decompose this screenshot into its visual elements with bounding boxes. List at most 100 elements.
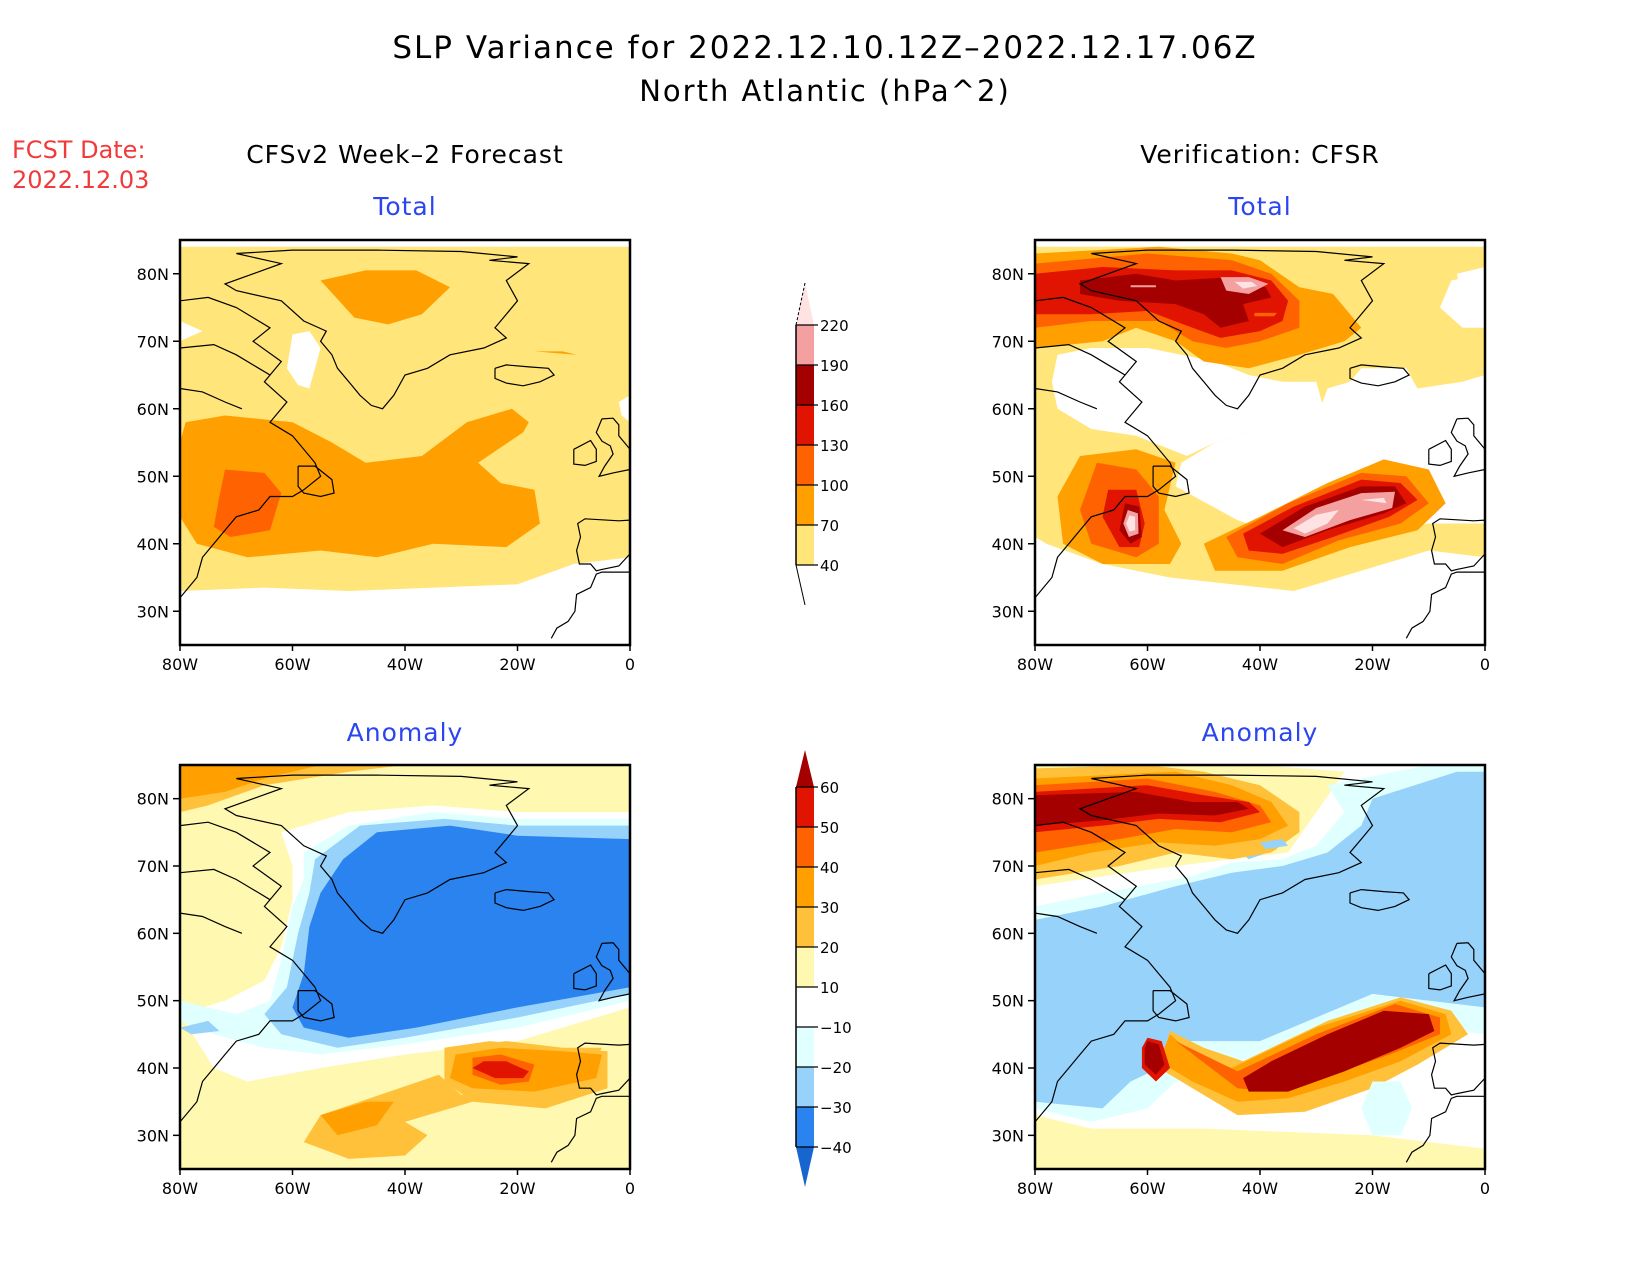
coastline <box>575 1042 630 1096</box>
colorbar-swatch <box>796 987 814 1027</box>
y-tick-label: 40N <box>137 1059 169 1078</box>
y-tick-label: 80N <box>137 790 169 809</box>
coastline <box>1078 249 1386 410</box>
colorbar-swatch <box>796 525 814 565</box>
contour-region-level-7 <box>1126 515 1136 532</box>
panel-title-forecast-anomaly: Anomaly <box>346 718 464 747</box>
x-tick-label: 80W <box>162 1179 198 1198</box>
forecast-date-value: 2022.12.03 <box>12 166 150 194</box>
coastline <box>1035 868 1126 901</box>
coastline <box>573 439 597 467</box>
y-tick-label: 30N <box>137 602 169 621</box>
y-tick-label: 40N <box>137 535 169 554</box>
coastline <box>1349 364 1411 387</box>
contour-region-level-10 <box>1243 1010 1435 1092</box>
contour-region-level-0 <box>1456 267 1485 301</box>
coastline <box>297 465 335 498</box>
colorbar-label: −20 <box>820 1059 852 1077</box>
y-tick-label: 30N <box>992 602 1024 621</box>
contour-region-level-7 <box>320 1101 394 1136</box>
coastline <box>223 774 531 934</box>
contour-region-level-0 <box>180 321 203 342</box>
x-tick-label: 20W <box>1354 1179 1390 1198</box>
colorbar-swatch <box>796 1067 814 1107</box>
contour-region-level-5 <box>1080 273 1272 328</box>
colorbar-swatch <box>796 827 814 867</box>
colorbar-label: 70 <box>820 517 839 535</box>
colorbar-label: 10 <box>820 979 839 997</box>
contour-region-level-0 <box>618 395 630 423</box>
coastline <box>180 912 243 934</box>
y-tick-label: 70N <box>137 857 169 876</box>
contour-region-level-2 <box>1035 771 1485 1109</box>
colorbar-swatch <box>796 485 814 525</box>
y-tick-label: 60N <box>992 400 1024 419</box>
x-tick-label: 0 <box>625 1179 635 1198</box>
contour-region-level-7 <box>1361 497 1387 504</box>
map-panel-forecast-anomaly: 80W 60W 40W 20W 0 30N 40N 50N 60N 70N 80N <box>137 763 635 1198</box>
x-tick-label: 80W <box>162 655 198 674</box>
y-tick-label: 40N <box>992 1059 1024 1078</box>
coastline <box>1428 439 1452 467</box>
colorbar-over-arrow <box>796 283 814 325</box>
coastline <box>1405 1095 1485 1163</box>
colorbar-label: 160 <box>820 397 849 415</box>
map-panel-verification-anomaly: 80W 60W 40W 20W 0 30N 40N 50N 60N 70N 80N <box>992 763 1490 1198</box>
coastline <box>1450 942 1485 1002</box>
map-panel-forecast-total: 80W 60W 40W 20W 0 30N 40N 50N 60N 70N 80N <box>137 238 635 674</box>
coastline <box>223 249 531 410</box>
anomaly-colorbar: −40 −30 −20 −10 10 20 30 40 50 60 <box>795 750 852 1187</box>
y-tick-label: 30N <box>137 1126 169 1145</box>
coastline <box>180 343 271 376</box>
coastline <box>1035 912 1098 934</box>
map-panel-verification-total: 80W 60W 40W 20W 0 30N 40N 50N 60N 70N 80N <box>992 238 1490 674</box>
coastline <box>550 571 630 639</box>
colorbar-swatch <box>796 365 814 405</box>
coastline <box>180 296 322 599</box>
colorbar-swatch <box>796 1107 814 1147</box>
x-tick-label: 0 <box>1480 1179 1490 1198</box>
y-tick-label: 60N <box>137 400 169 419</box>
contour-region-level-7 <box>1293 510 1339 534</box>
x-tick-label: 20W <box>499 1179 535 1198</box>
contour-region-level-6 <box>1130 285 1156 288</box>
panel-title-verification-anomaly: Anomaly <box>1201 718 1319 747</box>
contour-region-level-10 <box>1144 1041 1165 1075</box>
contour-region-level-7 <box>1234 281 1258 289</box>
figure-subtitle: North Atlantic (hPa^2) <box>639 74 1011 108</box>
colorbar-under-arrow <box>796 565 814 605</box>
panel-title-verification-total: Total <box>1228 192 1292 221</box>
colorbar-swatch <box>796 325 814 365</box>
coastline <box>1450 417 1485 478</box>
colorbar-label: 130 <box>820 437 849 455</box>
coastline <box>180 821 322 1123</box>
x-tick-label: 80W <box>1017 1179 1053 1198</box>
colorbar-label: 40 <box>820 557 839 575</box>
y-tick-label: 40N <box>992 535 1024 554</box>
coastline <box>595 942 630 1002</box>
coastline <box>1035 821 1177 1123</box>
coastline <box>494 888 556 912</box>
coastline <box>1035 343 1126 376</box>
y-tick-label: 50N <box>137 467 169 486</box>
colorbar-arrow-edge <box>795 282 806 326</box>
colorbar-label: 50 <box>820 819 839 837</box>
coastline <box>1035 296 1177 599</box>
coastline <box>1349 888 1411 912</box>
contour-region-level-2 <box>320 270 450 325</box>
colorbar-swatch <box>796 1027 814 1067</box>
coastline <box>180 387 243 410</box>
coastline <box>1430 1042 1485 1096</box>
coastline <box>575 518 630 572</box>
x-tick-label: 0 <box>1480 655 1490 674</box>
colorbar-swatch <box>796 947 814 987</box>
coastline <box>297 989 335 1022</box>
figure-title: SLP Variance for 2022.12.10.12Z–2022.12.… <box>392 30 1258 66</box>
y-tick-label: 80N <box>137 265 169 284</box>
contour-region-level-9 <box>472 1061 529 1079</box>
contour-region-level-3 <box>1361 1081 1412 1136</box>
coastline <box>494 364 556 387</box>
x-tick-label: 40W <box>1242 655 1278 674</box>
colorbar-swatch <box>796 907 814 947</box>
